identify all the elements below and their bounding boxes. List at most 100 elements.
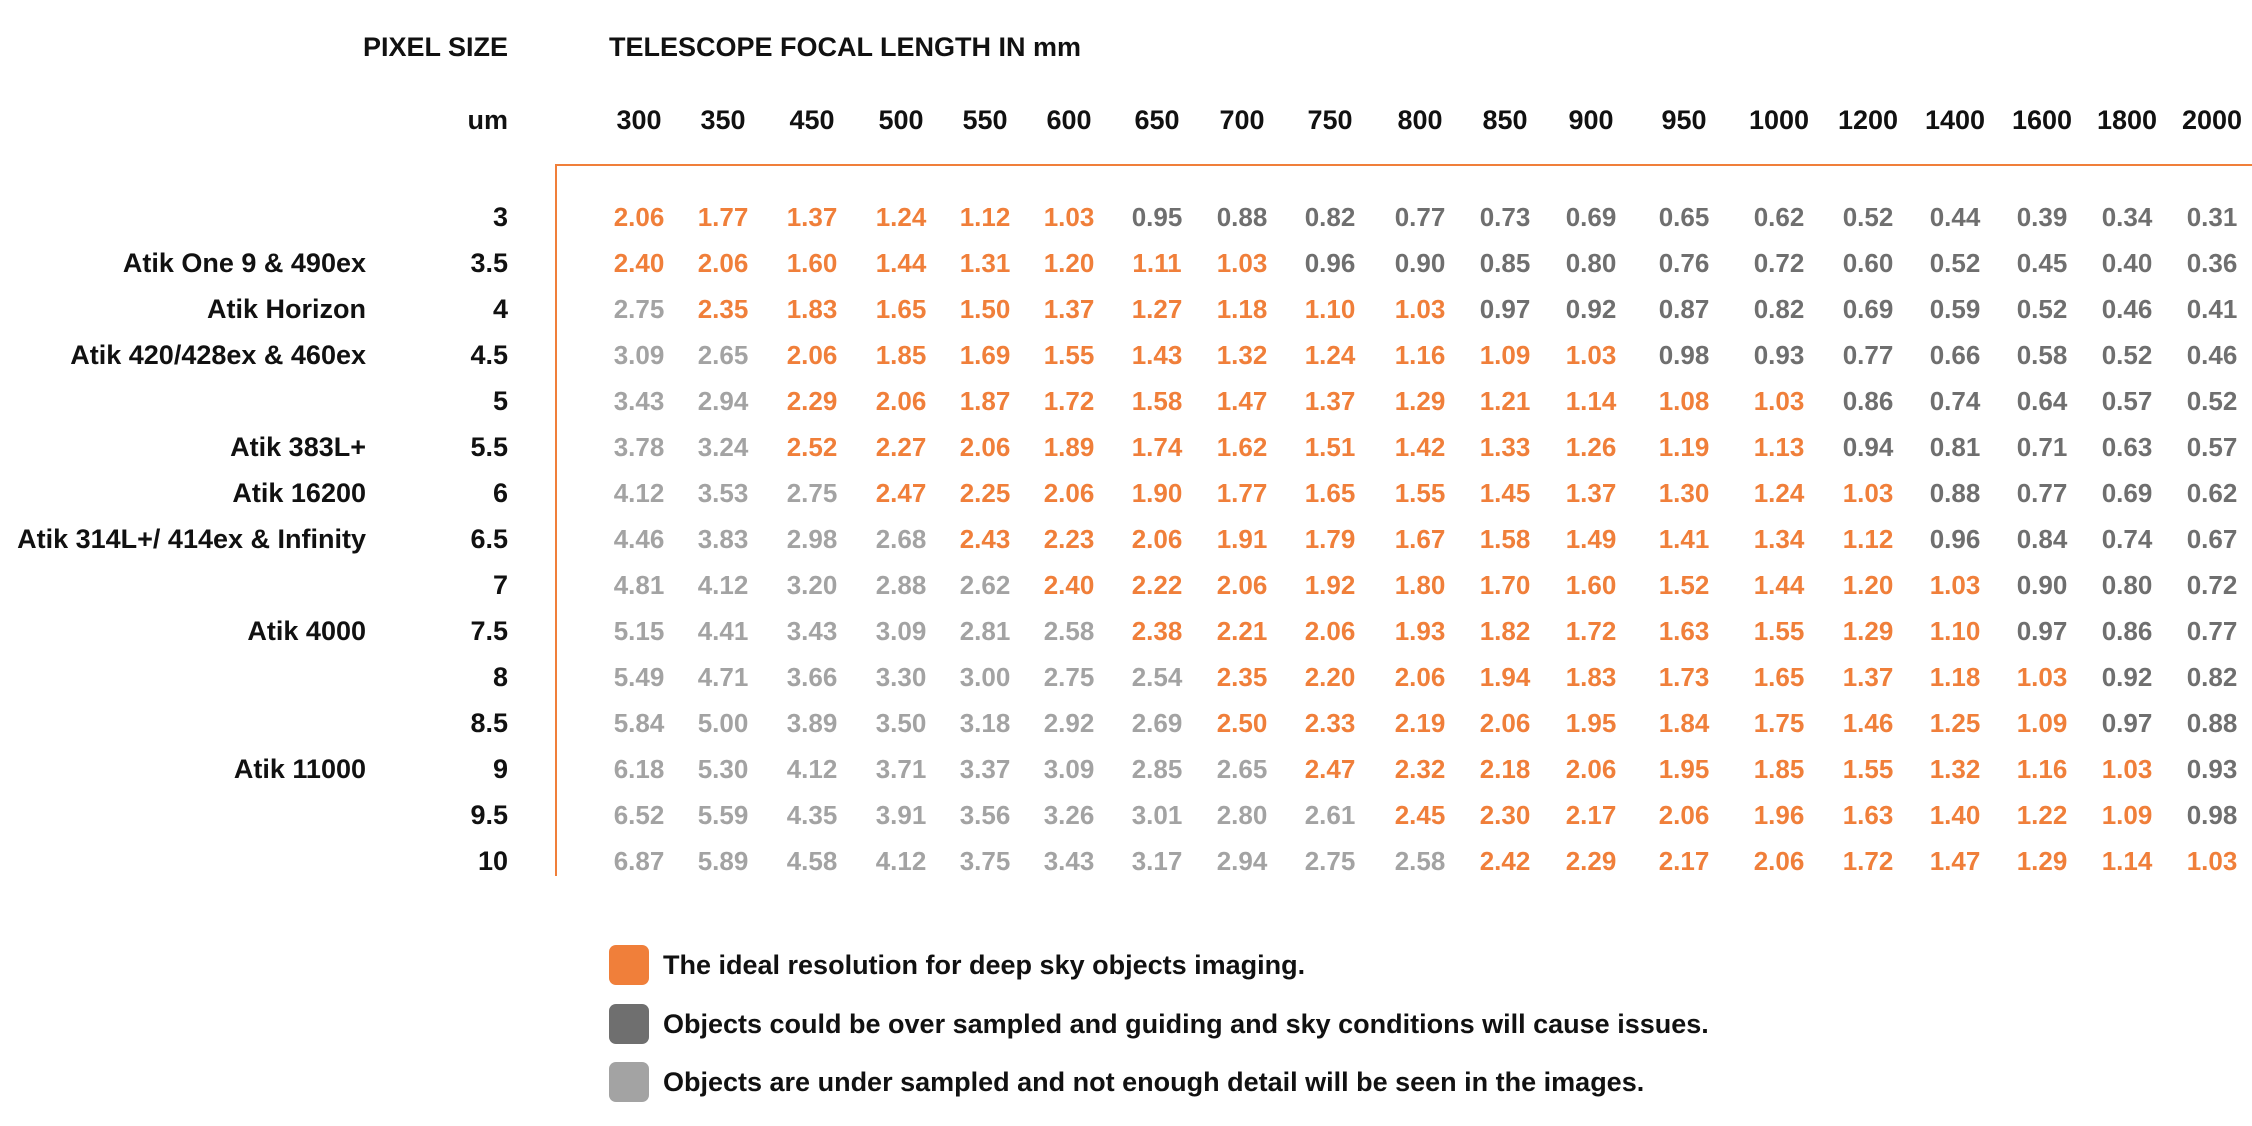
- resolution-cell: 1.58: [1131, 386, 1183, 416]
- resolution-cell: 2.62: [959, 570, 1011, 600]
- resolution-cell: 2.69: [1131, 708, 1183, 738]
- resolution-cell: 5.49: [613, 662, 665, 692]
- table-row: 3 2.06 1.77 1.37 1.24 1.12 1.03 0.95 0.88 0.82 0.7…: [0, 202, 2252, 242]
- resolution-cell: 0.97: [1479, 294, 1531, 324]
- legend-swatch-under: [609, 1062, 649, 1102]
- resolution-cell: 3.01: [1131, 800, 1183, 830]
- resolution-cell: 2.80: [1216, 800, 1268, 830]
- resolution-cell: 2.23: [1043, 524, 1095, 554]
- resolution-cell: 1.89: [1043, 432, 1095, 462]
- resolution-cell: 1.87: [959, 386, 1011, 416]
- resolution-cell: 3.30: [875, 662, 927, 692]
- camera-label: Atik Horizon: [207, 294, 366, 324]
- focal-length-header: 450: [789, 105, 835, 135]
- resolution-cell: 2.17: [1658, 846, 1710, 876]
- table-row: 8.5 5.84 5.00 3.89 3.50 3.18 2.92 2.69 2.50 2.33 2…: [0, 708, 2252, 748]
- resolution-cell: 0.40: [2101, 248, 2153, 278]
- resolution-cell: 1.27: [1131, 294, 1183, 324]
- resolution-cell: 5.00: [697, 708, 749, 738]
- resolution-cell: 1.47: [1216, 386, 1268, 416]
- resolution-cell: 0.44: [1929, 202, 1981, 232]
- resolution-cell: 3.56: [959, 800, 1011, 830]
- resolution-cell: 1.58: [1479, 524, 1531, 554]
- pixel-size-value: 4: [492, 294, 508, 324]
- resolution-cell: 1.95: [1658, 754, 1710, 784]
- resolution-cell: 1.79: [1304, 524, 1356, 554]
- table-row: 8 5.49 4.71 3.66 3.30 3.00 2.75 2.54 2.35 2.20 2.0…: [0, 662, 2252, 702]
- resolution-cell: 0.88: [1216, 202, 1268, 232]
- resolution-cell: 0.77: [1842, 340, 1894, 370]
- resolution-cell: 1.03: [1216, 248, 1268, 278]
- resolution-cell: 2.52: [786, 432, 838, 462]
- resolution-cell: 2.98: [786, 524, 838, 554]
- resolution-cell: 2.61: [1304, 800, 1356, 830]
- resolution-cell: 3.37: [959, 754, 1011, 784]
- resolution-cell: 3.78: [613, 432, 665, 462]
- resolution-cell: 0.34: [2101, 202, 2153, 232]
- resolution-cell: 1.44: [875, 248, 927, 278]
- camera-label: Atik One 9 & 490ex: [122, 248, 366, 278]
- table-row: 7 4.81 4.12 3.20 2.88 2.62 2.40 2.22 2.06 1.92 1.8…: [0, 570, 2252, 610]
- resolution-cell: 6.52: [613, 800, 665, 830]
- legend-item-over: Objects could be over sampled and guidin…: [609, 1004, 1709, 1044]
- resolution-cell: 1.55: [1753, 616, 1805, 646]
- resolution-cell: 0.36: [2186, 248, 2238, 278]
- resolution-cell: 1.14: [1565, 386, 1617, 416]
- resolution-cell: 1.84: [1658, 708, 1710, 738]
- legend-swatch-over: [609, 1004, 649, 1044]
- resolution-cell: 2.30: [1479, 800, 1531, 830]
- resolution-cell: 2.29: [1565, 846, 1617, 876]
- focal-length-header: 2000: [2181, 105, 2243, 135]
- resolution-cell: 2.94: [697, 386, 749, 416]
- resolution-cell: 0.62: [2186, 478, 2238, 508]
- pixel-size-value: 3.5: [470, 248, 508, 278]
- resolution-cell: 1.08: [1658, 386, 1710, 416]
- resolution-cell: 1.74: [1131, 432, 1183, 462]
- resolution-cell: 1.37: [786, 202, 838, 232]
- resolution-cell: 2.81: [959, 616, 1011, 646]
- table-row: Atik 383L+ 5.5 3.78 3.24 2.52 2.27 2.06 1.89 1.7…: [0, 432, 2252, 472]
- resolution-cell: 1.29: [1842, 616, 1894, 646]
- legend-text: Objects are under sampled and not enough…: [663, 1066, 1645, 1097]
- resolution-cell: 1.24: [1753, 478, 1805, 508]
- resolution-cell: 2.19: [1394, 708, 1446, 738]
- resolution-cell: 1.32: [1216, 340, 1268, 370]
- legend-text: Objects could be over sampled and guidin…: [663, 1008, 1709, 1039]
- table-row: Atik 420/428ex & 460ex 4.5 3.09 2.65 2.06 1.8…: [0, 340, 2252, 380]
- resolution-cell: 1.14: [2101, 846, 2153, 876]
- resolution-cell: 0.52: [1842, 202, 1894, 232]
- resolution-cell: 3.91: [875, 800, 927, 830]
- resolution-cell: 1.55: [1043, 340, 1095, 370]
- resolution-cell: 0.72: [1753, 248, 1805, 278]
- resolution-cell: 3.83: [697, 524, 749, 554]
- resolution-cell: 2.06: [786, 340, 838, 370]
- camera-label: Atik 11000: [233, 754, 366, 784]
- resolution-cell: 1.72: [1043, 386, 1095, 416]
- resolution-cell: 5.59: [697, 800, 749, 830]
- resolution-cell: 1.03: [2186, 846, 2238, 876]
- resolution-cell: 1.49: [1565, 524, 1617, 554]
- resolution-cell: 0.69: [1565, 202, 1617, 232]
- pixel-size-value: 4.5: [470, 340, 508, 370]
- resolution-cell: 0.73: [1479, 202, 1531, 232]
- resolution-cell: 1.12: [1842, 524, 1894, 554]
- resolution-cell: 3.43: [786, 616, 838, 646]
- resolution-cell: 0.92: [1565, 294, 1617, 324]
- resolution-cell: 1.65: [1753, 662, 1805, 692]
- resolution-cell: 1.03: [1929, 570, 1981, 600]
- resolution-cell: 0.65: [1658, 202, 1710, 232]
- resolution-cell: 1.70: [1479, 570, 1531, 600]
- resolution-cell: 2.06: [1658, 800, 1710, 830]
- focal-length-header: 900: [1568, 105, 1614, 135]
- resolution-cell: 3.17: [1131, 846, 1183, 876]
- resolution-cell: 1.18: [1216, 294, 1268, 324]
- pixel-size-value: 5.5: [470, 432, 508, 462]
- resolution-cell: 3.09: [613, 340, 665, 370]
- resolution-cell: 4.46: [613, 524, 665, 554]
- resolution-cell: 0.77: [1394, 202, 1446, 232]
- focal-length-header: 1200: [1837, 105, 1899, 135]
- resolution-cell: 1.51: [1304, 432, 1356, 462]
- resolution-cell: 0.98: [1658, 340, 1710, 370]
- resolution-cell: 1.37: [1304, 386, 1356, 416]
- resolution-cell: 0.60: [1842, 248, 1894, 278]
